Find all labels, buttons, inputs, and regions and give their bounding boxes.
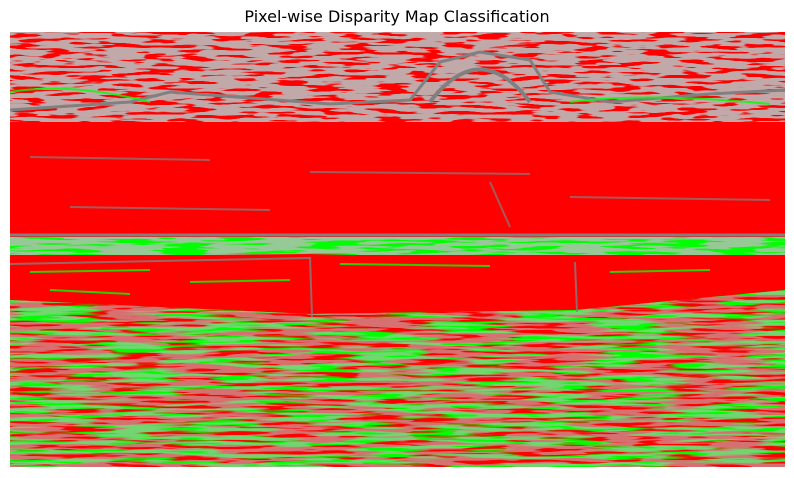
figure-title: Pixel-wise Disparity Map Classification (244, 7, 550, 26)
disparity-map-image (10, 32, 785, 467)
